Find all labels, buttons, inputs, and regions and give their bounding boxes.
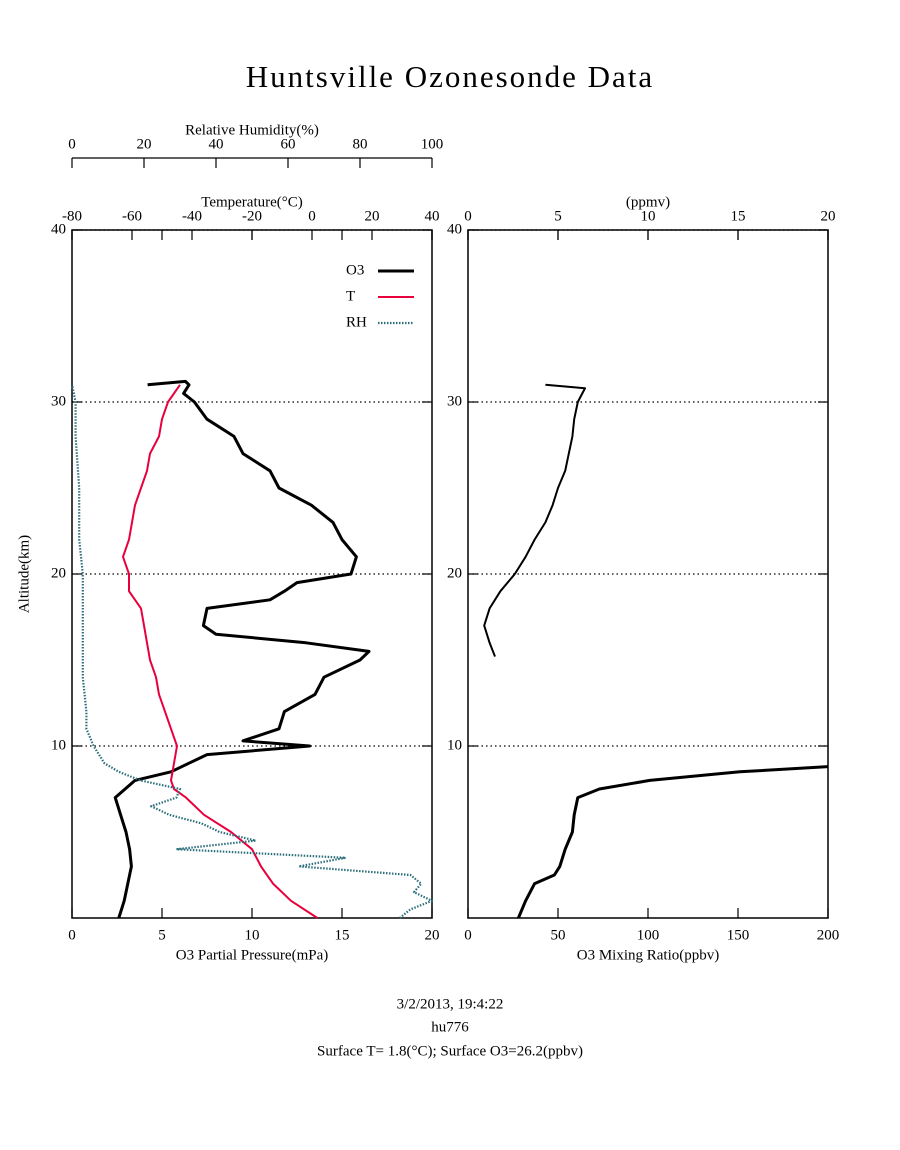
x-tick-label: 20 — [425, 927, 440, 943]
footer-line: hu776 — [431, 1019, 469, 1035]
x-tick-label: 20 — [137, 136, 152, 152]
x-tick-label: 0 — [68, 136, 76, 152]
legend-label: RH — [346, 314, 367, 330]
x-axis-label: Temperature(°C) — [201, 194, 303, 210]
x-axis-label: O3 Partial Pressure(mPa) — [176, 947, 328, 963]
x-tick-label: -20 — [242, 208, 262, 224]
y-tick-label: 10 — [51, 737, 66, 753]
x-tick-label: 40 — [425, 208, 440, 224]
x-tick-label: 10 — [641, 208, 656, 224]
series-line — [70, 384, 434, 919]
y-axis-label: Altitude(km) — [16, 535, 32, 613]
x-tick-label: 100 — [421, 136, 444, 152]
y-tick-label: 20 — [447, 565, 462, 581]
x-tick-label: 15 — [335, 927, 350, 943]
y-tick-label: 20 — [51, 565, 66, 581]
x-tick-label: 0 — [68, 927, 76, 943]
series-line — [122, 384, 318, 919]
x-tick-label: 10 — [245, 927, 260, 943]
x-tick-label: 60 — [281, 136, 296, 152]
x-tick-label: 80 — [353, 136, 368, 152]
y-tick-label: 10 — [447, 737, 462, 753]
x-axis-label: (ppmv) — [626, 194, 670, 210]
y-tick-label: 30 — [447, 393, 462, 409]
x-tick-label: 5 — [554, 208, 562, 224]
footer-line: 3/2/2013, 19:4:22 — [397, 996, 504, 1012]
y-tick-label: 40 — [51, 221, 66, 237]
series-line — [113, 379, 371, 919]
x-tick-label: 5 — [158, 927, 166, 943]
y-tick-label: 30 — [51, 393, 66, 409]
x-tick-label: 200 — [817, 927, 840, 943]
x-tick-label: 0 — [464, 208, 472, 224]
x-tick-label: 20 — [821, 208, 836, 224]
x-tick-label: -40 — [182, 208, 202, 224]
legend-label: T — [346, 288, 355, 304]
x-axis-label: O3 Mixing Ratio(ppbv) — [577, 947, 720, 963]
x-tick-label: -60 — [122, 208, 142, 224]
x-tick-label: 40 — [209, 136, 224, 152]
x-tick-label: 20 — [365, 208, 380, 224]
page-title: Huntsville Ozonesonde Data — [246, 59, 654, 94]
x-tick-label: 0 — [464, 927, 472, 943]
x-tick-label: -80 — [62, 208, 82, 224]
x-tick-label: 100 — [637, 927, 660, 943]
footer-line: Surface T= 1.8(°C); Surface O3=26.2(ppbv… — [317, 1043, 583, 1059]
legend-label: O3 — [346, 262, 364, 278]
x-axis-label: Relative Humidity(%) — [185, 122, 319, 138]
x-tick-label: 150 — [727, 927, 750, 943]
series-line — [517, 765, 829, 919]
x-tick-label: 15 — [731, 208, 746, 224]
x-tick-label: 0 — [308, 208, 316, 224]
y-tick-label: 40 — [447, 221, 462, 237]
series-line — [483, 383, 586, 657]
x-tick-label: 50 — [551, 927, 566, 943]
